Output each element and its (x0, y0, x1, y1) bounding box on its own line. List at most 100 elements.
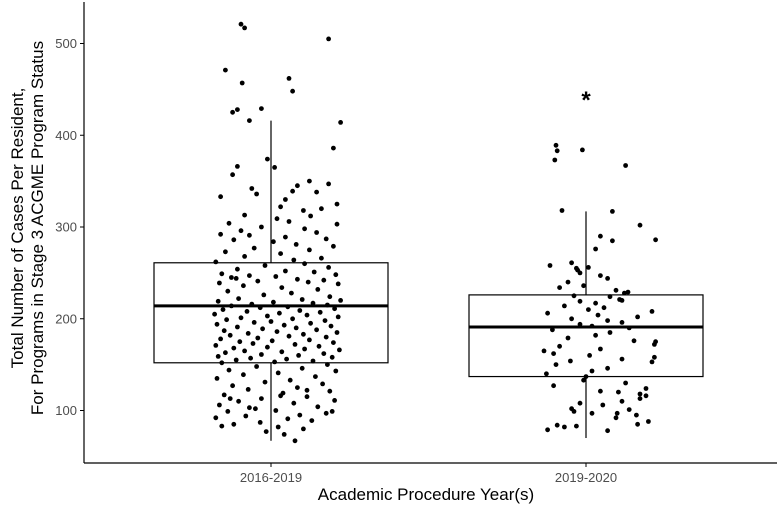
data-point (214, 376, 220, 381)
data-point (649, 309, 655, 314)
data-point (265, 344, 270, 350)
data-point (247, 118, 252, 123)
data-point (332, 306, 337, 312)
data-point (335, 314, 341, 320)
data-point (307, 178, 312, 184)
data-point (286, 333, 292, 339)
data-point (553, 362, 559, 367)
data-point (580, 147, 585, 153)
data-point (230, 172, 236, 178)
data-point (635, 421, 640, 427)
data-point (593, 332, 598, 338)
data-point (333, 272, 339, 278)
y-tick-label: 500 (55, 36, 77, 51)
data-point (283, 234, 288, 240)
data-point (253, 406, 258, 412)
data-point (245, 331, 251, 336)
data-point (259, 224, 264, 230)
data-point (586, 265, 591, 270)
x-axis-title: Academic Procedure Year(s) (318, 485, 534, 504)
data-point (297, 308, 303, 313)
data-point (304, 394, 310, 400)
data-point (254, 364, 259, 369)
data-point (292, 342, 298, 347)
data-point (281, 432, 287, 437)
data-point (249, 186, 255, 191)
data-point (272, 165, 277, 170)
data-point (337, 347, 342, 353)
data-point (610, 238, 615, 244)
data-point (583, 374, 589, 379)
data-point (321, 351, 327, 356)
data-point (235, 107, 240, 112)
data-point (613, 415, 619, 421)
data-point (315, 287, 321, 292)
y-axis-title-line-2: For Programs in Stage 3 ACGME Program St… (28, 41, 47, 415)
data-point (317, 309, 323, 315)
data-point (213, 259, 219, 265)
data-point (634, 412, 639, 418)
data-point (286, 76, 292, 81)
data-point (259, 396, 264, 401)
data-point (544, 371, 549, 377)
data-point (605, 365, 610, 371)
data-point (242, 254, 248, 259)
data-point (610, 209, 615, 214)
data-point (219, 271, 225, 277)
data-point (601, 305, 607, 311)
data-point (229, 275, 234, 280)
data-point (565, 335, 571, 341)
data-point (635, 314, 640, 320)
data-point (277, 310, 282, 316)
data-point (236, 296, 242, 301)
data-point (226, 367, 232, 373)
data-point (553, 142, 559, 148)
data-point (547, 263, 553, 268)
data-point (301, 426, 306, 432)
data-point (278, 251, 283, 256)
data-point (545, 310, 550, 316)
data-point (307, 337, 312, 343)
data-point (230, 109, 236, 115)
data-point (643, 393, 649, 399)
y-axis-ticks: 100 200 300 400 500 (55, 36, 84, 418)
data-point (265, 156, 270, 162)
data-point (218, 231, 224, 237)
y-tick-label: 100 (55, 403, 77, 418)
data-point (304, 387, 310, 393)
data-point (215, 298, 221, 304)
data-point (244, 309, 250, 314)
data-point (331, 145, 336, 151)
data-point (334, 221, 340, 227)
data-point (559, 208, 565, 213)
data-point (565, 279, 571, 285)
data-point (295, 385, 300, 390)
data-point (235, 324, 240, 330)
data-point (637, 391, 643, 397)
data-point (571, 293, 577, 299)
data-point (257, 305, 263, 311)
data-point (218, 194, 224, 200)
data-point (284, 356, 289, 362)
data-point (242, 348, 248, 354)
x-tick-label: 2019-2020 (555, 470, 617, 485)
y-axis-title-line-1: Total Number of Cases Per Resident, (8, 88, 27, 369)
data-point (291, 257, 297, 263)
data-point (307, 247, 312, 253)
data-point (239, 80, 245, 86)
data-point (311, 269, 317, 275)
data-point (649, 359, 655, 365)
data-point (581, 283, 586, 289)
data-point (333, 368, 339, 374)
data-point (315, 404, 321, 410)
data-point (219, 423, 225, 429)
data-point (286, 219, 292, 224)
data-point (619, 356, 625, 362)
data-point (297, 412, 303, 418)
data-point (278, 204, 283, 210)
data-point (299, 365, 305, 371)
x-tick-label: 2016-2019 (240, 470, 302, 485)
data-point (302, 261, 307, 267)
data-point (310, 358, 316, 364)
data-point (541, 348, 547, 354)
